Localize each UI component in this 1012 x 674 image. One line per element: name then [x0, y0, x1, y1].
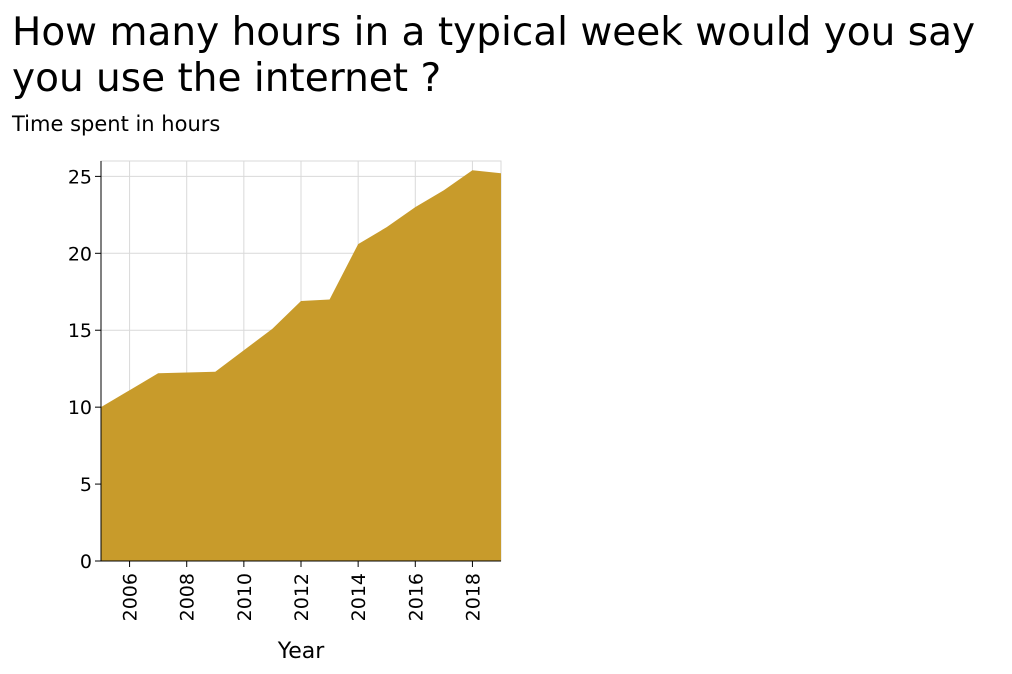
- x-tick-label: 2014: [348, 573, 370, 621]
- area-series: [101, 170, 501, 561]
- x-tick-label: 2016: [405, 573, 427, 621]
- y-tick-label: 10: [68, 397, 92, 419]
- y-tick-label: 25: [68, 166, 92, 188]
- y-tick-label: 15: [68, 320, 92, 342]
- y-ticks: 0 5 10 15 20 25: [68, 166, 101, 573]
- x-tick-label: 2012: [291, 573, 313, 621]
- y-tick-label: 5: [80, 474, 92, 496]
- x-tick-label: 2010: [234, 573, 256, 621]
- x-ticks: 2006 2008 2010 2012 2014 2016 2018: [120, 561, 484, 621]
- x-tick-label: 2006: [120, 573, 142, 621]
- y-axis-label: Time spent in hours: [12, 112, 221, 136]
- x-tick-label: 2018: [462, 573, 484, 621]
- x-axis-label: Year: [277, 639, 326, 664]
- chart-title: How many hours in a typical week would y…: [12, 10, 976, 101]
- x-tick-label: 2008: [177, 573, 199, 621]
- y-tick-label: 0: [80, 551, 92, 573]
- y-tick-label: 20: [68, 243, 92, 265]
